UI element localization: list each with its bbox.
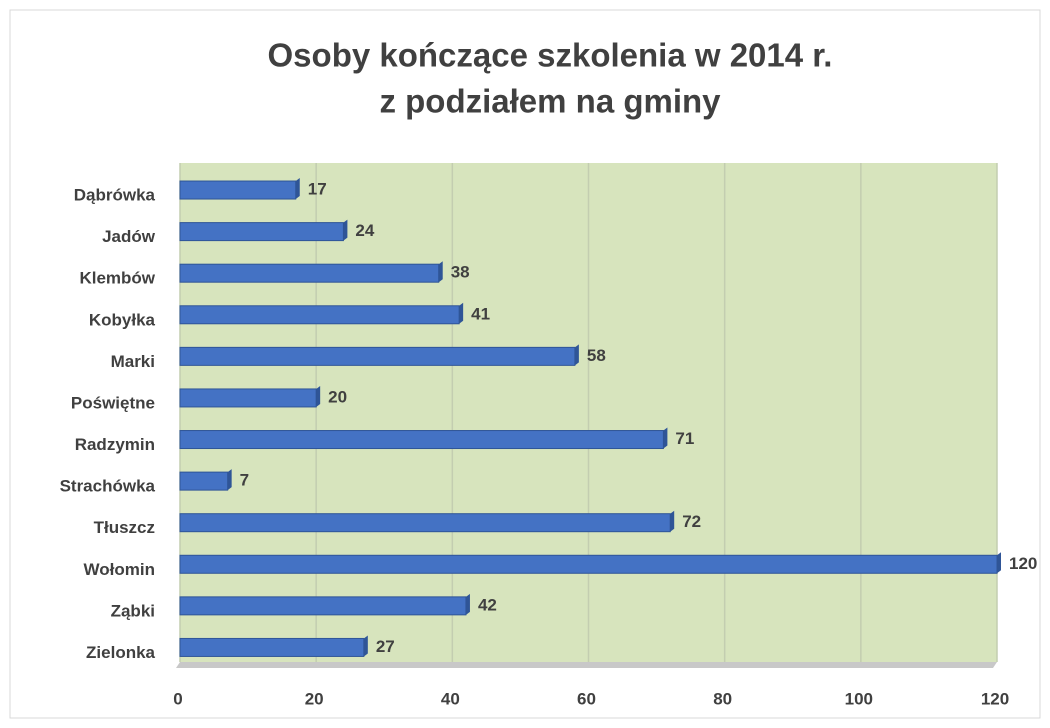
- value-label: 71: [675, 429, 694, 448]
- bar-side: [343, 219, 348, 241]
- y-tick-label: Strachówka: [60, 477, 156, 496]
- bar-side: [670, 510, 675, 532]
- bar: [179, 263, 440, 283]
- bar: [179, 222, 344, 242]
- y-tick-label: Dąbrówka: [74, 186, 156, 205]
- bar-side: [316, 385, 321, 407]
- bar-side: [459, 302, 464, 324]
- bar: [179, 346, 576, 366]
- y-tick-label: Jadów: [102, 227, 156, 246]
- plot-floor: [176, 662, 997, 668]
- value-label: 27: [376, 637, 395, 656]
- value-label: 58: [587, 346, 606, 365]
- x-tick-label: 100: [845, 689, 873, 708]
- y-tick-label: Radzymin: [75, 435, 155, 454]
- value-label: 20: [328, 387, 347, 406]
- value-label: 17: [308, 180, 327, 199]
- value-label: 42: [478, 595, 497, 614]
- bar: [179, 180, 297, 200]
- bar: [179, 471, 229, 491]
- bar: [179, 388, 317, 408]
- chart-title: z podziałem na gminy: [379, 83, 721, 120]
- bar-side: [295, 178, 300, 200]
- y-tick-label: Tłuszcz: [94, 518, 155, 537]
- bar-side: [663, 427, 668, 449]
- chart-title: Osoby kończące szkolenia w 2014 r.: [268, 37, 833, 74]
- y-tick-label: Ząbki: [111, 601, 155, 620]
- y-tick-label: Kobyłka: [89, 310, 156, 329]
- bar-side: [574, 344, 579, 366]
- x-tick-label: 60: [577, 689, 596, 708]
- x-tick-label: 40: [441, 689, 460, 708]
- value-label: 72: [682, 512, 701, 531]
- x-tick-label: 80: [713, 689, 732, 708]
- bar: [179, 637, 365, 657]
- bar-side: [227, 469, 232, 491]
- y-tick-label: Klembów: [79, 269, 155, 288]
- y-tick-label: Marki: [111, 352, 155, 371]
- x-tick-label: 120: [981, 689, 1009, 708]
- x-tick-label: 20: [305, 689, 324, 708]
- bar: [179, 596, 467, 616]
- y-tick-label: Zielonka: [86, 643, 156, 662]
- bar: [179, 305, 460, 325]
- value-label: 38: [451, 263, 470, 282]
- value-label: 41: [471, 304, 490, 323]
- value-label: 7: [240, 471, 249, 490]
- bar-side: [438, 261, 443, 283]
- y-tick-label: Wołomin: [84, 560, 155, 579]
- bar-side: [363, 635, 368, 657]
- x-tick-label: 0: [173, 689, 182, 708]
- value-label: 120: [1009, 554, 1037, 573]
- bar: [179, 513, 671, 533]
- bar-side: [997, 552, 1001, 574]
- value-label: 24: [355, 221, 374, 240]
- bar: [179, 554, 998, 574]
- bar: [179, 430, 664, 450]
- y-tick-label: Poświętne: [71, 393, 155, 412]
- bar-side: [465, 593, 470, 615]
